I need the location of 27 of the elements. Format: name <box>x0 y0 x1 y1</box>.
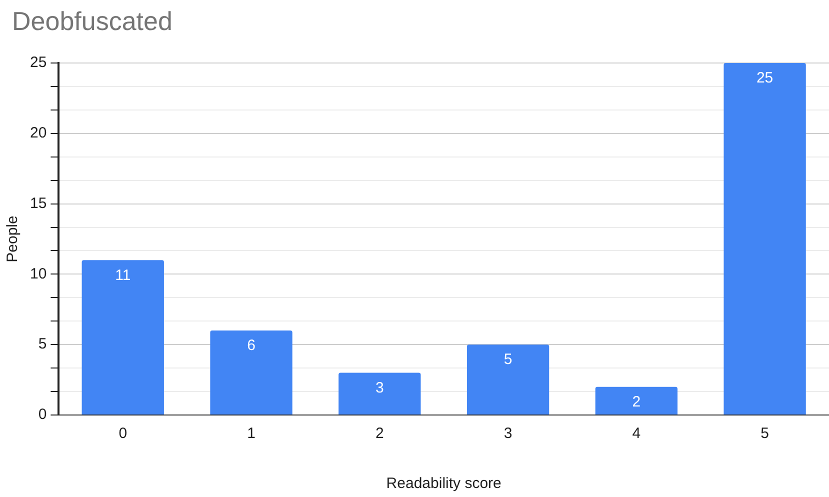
x-tick-label: 3 <box>504 425 512 442</box>
x-tick-label: 5 <box>760 425 769 442</box>
data-label: 6 <box>247 337 256 354</box>
y-tick-label: 0 <box>38 406 47 424</box>
y-tick-label: 10 <box>30 265 47 282</box>
y-axis-title: People <box>4 216 22 262</box>
bar <box>82 260 164 414</box>
data-label: 25 <box>756 70 774 87</box>
y-tick-label: 25 <box>30 54 47 72</box>
bar <box>595 386 678 414</box>
y-tick-label: 5 <box>38 336 47 353</box>
x-tick-label: 0 <box>118 425 128 442</box>
chart-title: Deobfuscated <box>12 6 172 37</box>
bar <box>338 372 421 414</box>
x-tick-label: 2 <box>375 425 384 442</box>
data-label: 3 <box>375 379 384 396</box>
bar <box>724 63 806 414</box>
data-label: 11 <box>115 266 131 284</box>
y-tick-label: 20 <box>30 124 47 142</box>
data-label: 5 <box>504 351 512 368</box>
x-axis-title: Readability score <box>386 475 502 492</box>
y-tick-label: 15 <box>30 194 47 212</box>
x-tick-label: 1 <box>247 425 256 442</box>
bar <box>210 330 292 414</box>
x-tick-label: 4 <box>632 425 641 442</box>
bar <box>466 344 550 414</box>
data-label: 2 <box>632 393 641 410</box>
